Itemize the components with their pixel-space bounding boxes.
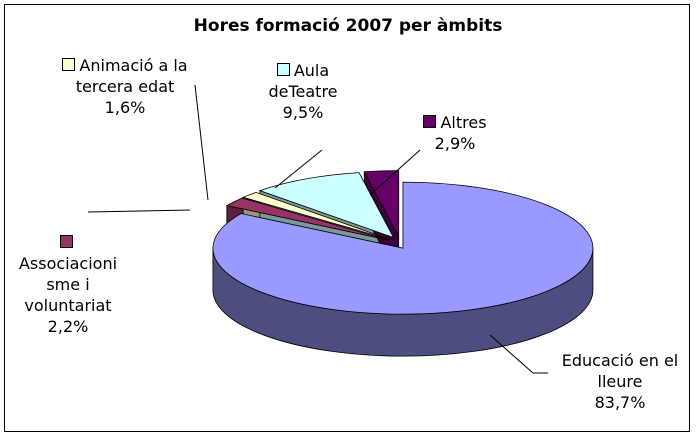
data-label: Altres 2,9% — [405, 112, 505, 154]
slice — [241, 191, 390, 240]
slice-tops — [212, 170, 594, 315]
chart-frame — [4, 4, 690, 432]
category-name: Animació a la tercera edat — [75, 56, 188, 96]
value-label: 2,9% — [434, 134, 476, 153]
slice — [258, 172, 395, 239]
category-name: Aula deTeatre — [268, 61, 338, 101]
data-label: Associacionisme i voluntariat 2,2% — [18, 232, 118, 337]
legend-key — [62, 58, 76, 71]
slice — [363, 170, 400, 237]
leader-line — [369, 149, 421, 196]
leader-line — [194, 84, 209, 201]
value-label: 83,7% — [594, 393, 646, 412]
leader-line — [274, 149, 323, 189]
value-label: 1,6% — [104, 98, 146, 117]
legend-key — [59, 235, 73, 248]
slice — [225, 197, 389, 241]
data-label: Educació en el lleure 83,7% — [555, 350, 685, 413]
data-label: Animació a la tercera edat 1,6% — [55, 55, 195, 118]
category-name: Educació en el lleure — [561, 351, 679, 391]
legend-key — [276, 63, 290, 76]
data-label: Aula deTeatre 9,5% — [248, 60, 358, 123]
value-label: 9,5% — [282, 103, 324, 122]
category-name: Associacionisme i voluntariat — [18, 254, 118, 315]
slice — [212, 181, 594, 315]
legend-key — [423, 115, 437, 128]
chart-title: Hores formació 2007 per àmbits — [193, 16, 503, 36]
value-label: 2,2% — [47, 317, 89, 336]
leader-line — [489, 334, 548, 374]
leader-line — [87, 209, 191, 213]
category-name: Altres — [440, 113, 487, 132]
